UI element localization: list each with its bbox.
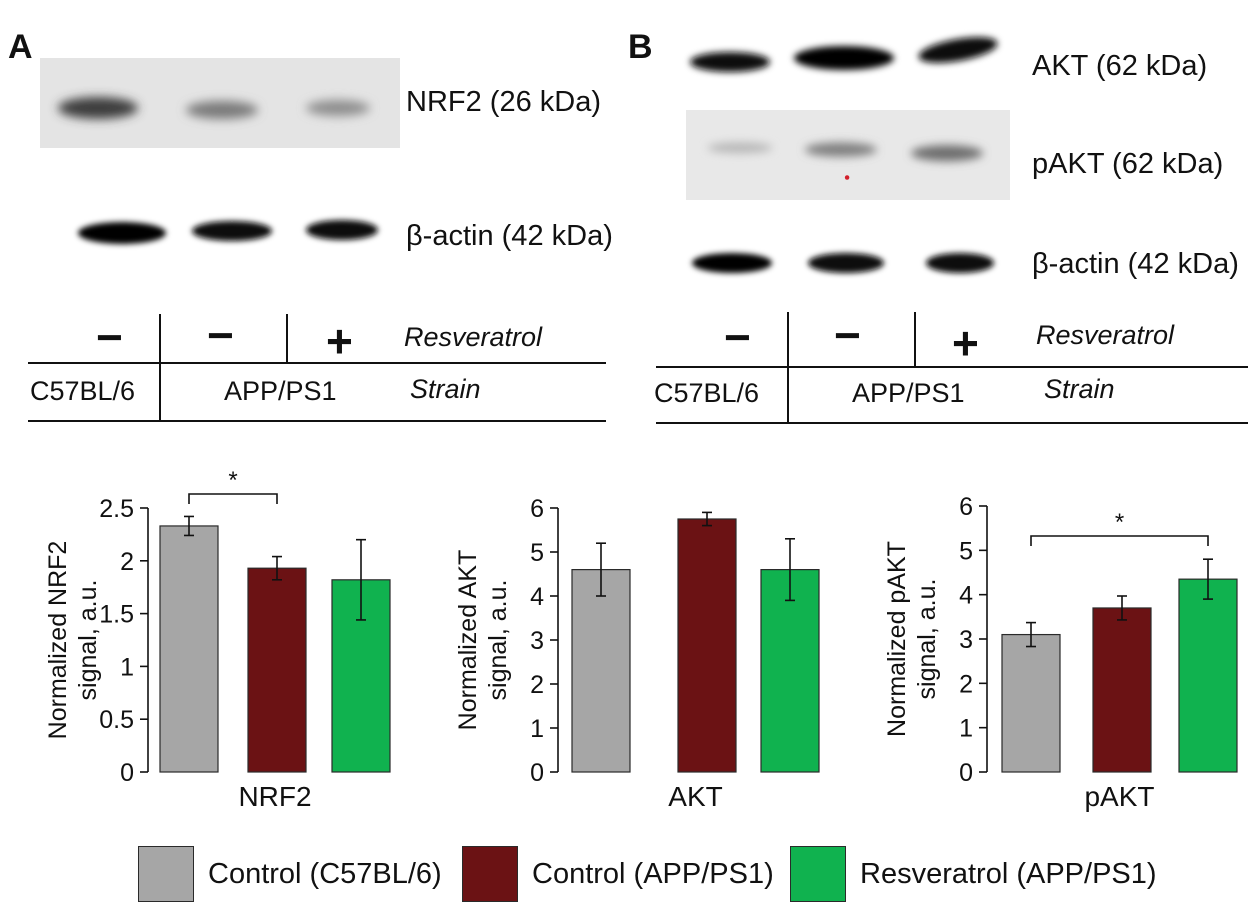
nrf2-y-tick-label: 1 <box>120 653 134 681</box>
panel-a-strain-label: Strain <box>410 374 481 404</box>
pakt-significance-bracket <box>1030 535 1209 546</box>
pakt-y-axis-label-line-1: Normalized pAKT <box>883 541 911 737</box>
legend-swatch-control-app <box>462 846 518 902</box>
pakt-bar-control-app <box>1092 607 1152 773</box>
pakt-y-tick-label: 6 <box>959 493 973 521</box>
actin-blot-image-a <box>78 220 378 244</box>
pakt-y-tick-label: 5 <box>959 537 973 565</box>
blot-label-akt: AKT (62 kDa) <box>1032 50 1208 82</box>
panel-a-table-divider-2 <box>286 314 288 362</box>
panel-b-strain-label: Strain <box>1044 374 1115 404</box>
legend-item-control-app: Control (APP/PS1) <box>462 846 774 902</box>
nrf2-y-tick-label: 2.5 <box>99 495 134 523</box>
nrf2-y-axis-label-line-2: signal, a.u. <box>74 580 102 701</box>
panel-a-strain-app: APP/PS1 <box>224 376 337 406</box>
pakt-y-tick-label: 2 <box>959 670 973 698</box>
blot-label-actin-b: β-actin (42 kDa) <box>1032 248 1239 280</box>
actin-blot-image-b <box>692 253 994 273</box>
legend-item-control-c57: Control (C57BL/6) <box>138 846 442 902</box>
pakt-bar-resveratrol-app <box>1178 578 1238 773</box>
pakt-x-axis-label: pAKT <box>1084 781 1154 812</box>
panel-b-strain-c57: C57BL/6 <box>654 378 760 408</box>
akt-y-axis-label-line-2: signal, a.u. <box>484 580 512 701</box>
blot-label-pakt: pAKT (62 kDa) <box>1032 148 1224 180</box>
nrf2-significance-label: * <box>228 467 237 494</box>
panel-a-table-rule-2 <box>28 420 606 422</box>
pakt-y-axis-label-line-2: signal, a.u. <box>913 579 941 700</box>
panel-a-table-divider-1 <box>159 314 161 420</box>
pakt-bar-control-c57 <box>1001 633 1061 773</box>
akt-y-tick-label: 0 <box>530 759 544 787</box>
panel-b-strain-app: APP/PS1 <box>852 378 965 408</box>
pakt-y-tick-label: 3 <box>959 626 973 654</box>
legend-swatch-control-c57 <box>138 846 194 902</box>
legend-swatch-resveratrol-app <box>790 846 846 902</box>
nrf2-significance-bracket <box>188 493 278 504</box>
panel-a-sign-1: − <box>96 311 123 363</box>
pakt-y-tick-label: 1 <box>959 715 973 743</box>
blot-label-nrf2: NRF2 (26 kDa) <box>406 86 601 118</box>
panel-b-table-rule-1 <box>656 366 1248 368</box>
akt-x-axis-label: AKT <box>668 781 722 812</box>
legend-item-resveratrol-app: Resveratrol (APP/PS1) <box>790 846 1157 902</box>
nrf2-blot-image <box>40 58 400 148</box>
nrf2-y-axis-label-line-1: Normalized NRF2 <box>44 541 72 740</box>
panel-b-sign-2: − <box>834 309 861 361</box>
panel-b-letter: B <box>628 28 653 66</box>
akt-bar-control-c57 <box>571 568 631 773</box>
pakt-bar-chart: 0 1 2 3 4 5 6 * pAKT Normalized pAKT signal, a.u. <box>883 493 1238 812</box>
pakt-y-tick-label: 4 <box>959 582 973 610</box>
legend-label-resveratrol-app: Resveratrol (APP/PS1) <box>860 857 1157 890</box>
panel-b-table-divider-2 <box>914 312 916 366</box>
blot-label-actin-a: β-actin (42 kDa) <box>406 220 613 252</box>
akt-blot-image <box>690 37 998 72</box>
akt-y-tick-label: 1 <box>530 715 544 743</box>
akt-y-axis-label-line-1: Normalized AKT <box>454 550 482 731</box>
pakt-significance-label: * <box>1115 509 1124 536</box>
panel-b-resveratrol-label: Resveratrol <box>1036 320 1175 350</box>
legend-label-control-c57: Control (C57BL/6) <box>208 857 442 890</box>
panel-a-sign-2: − <box>207 309 234 361</box>
nrf2-y-tick-label: 2 <box>120 548 134 576</box>
nrf2-bar-control-c57 <box>159 525 219 773</box>
panel-b-table-divider-1 <box>787 312 789 422</box>
panel-a-table-rule-1 <box>28 362 606 364</box>
nrf2-y-tick-label: 0.5 <box>99 706 134 734</box>
panel-a-resveratrol-label: Resveratrol <box>404 322 543 352</box>
nrf2-y-tick-label: 0 <box>120 759 134 787</box>
panel-b-table-rule-2 <box>656 422 1248 424</box>
legend-label-control-app: Control (APP/PS1) <box>532 857 774 890</box>
akt-y-tick-label: 5 <box>530 539 544 567</box>
nrf2-x-axis-label: NRF2 <box>238 781 311 812</box>
akt-y-tick-label: 3 <box>530 627 544 655</box>
panel-a-sign-3: + <box>326 315 353 367</box>
akt-bar-chart: 0 1 2 3 4 5 6 AKT Normalized AKT signal, a.u. <box>454 495 820 812</box>
nrf2-bar-control-app <box>247 567 307 773</box>
akt-y-tick-label: 6 <box>530 495 544 523</box>
akt-y-tick-label: 4 <box>530 583 544 611</box>
panel-a-strain-c57: C57BL/6 <box>30 376 136 406</box>
pakt-blot-image <box>686 110 1010 200</box>
akt-bar-control-app <box>677 518 737 773</box>
pakt-y-tick-label: 0 <box>959 759 973 787</box>
panel-b-sign-3: + <box>952 317 979 369</box>
nrf2-bar-chart: 0 0.5 1 1.5 2 2.5 * NRF2 Normalized NRF2 signal, … <box>44 467 391 812</box>
akt-y-tick-label: 2 <box>530 671 544 699</box>
panel-a-letter: A <box>8 28 33 66</box>
nrf2-y-tick-label: 1.5 <box>99 601 134 629</box>
panel-b-sign-1: − <box>724 311 751 363</box>
